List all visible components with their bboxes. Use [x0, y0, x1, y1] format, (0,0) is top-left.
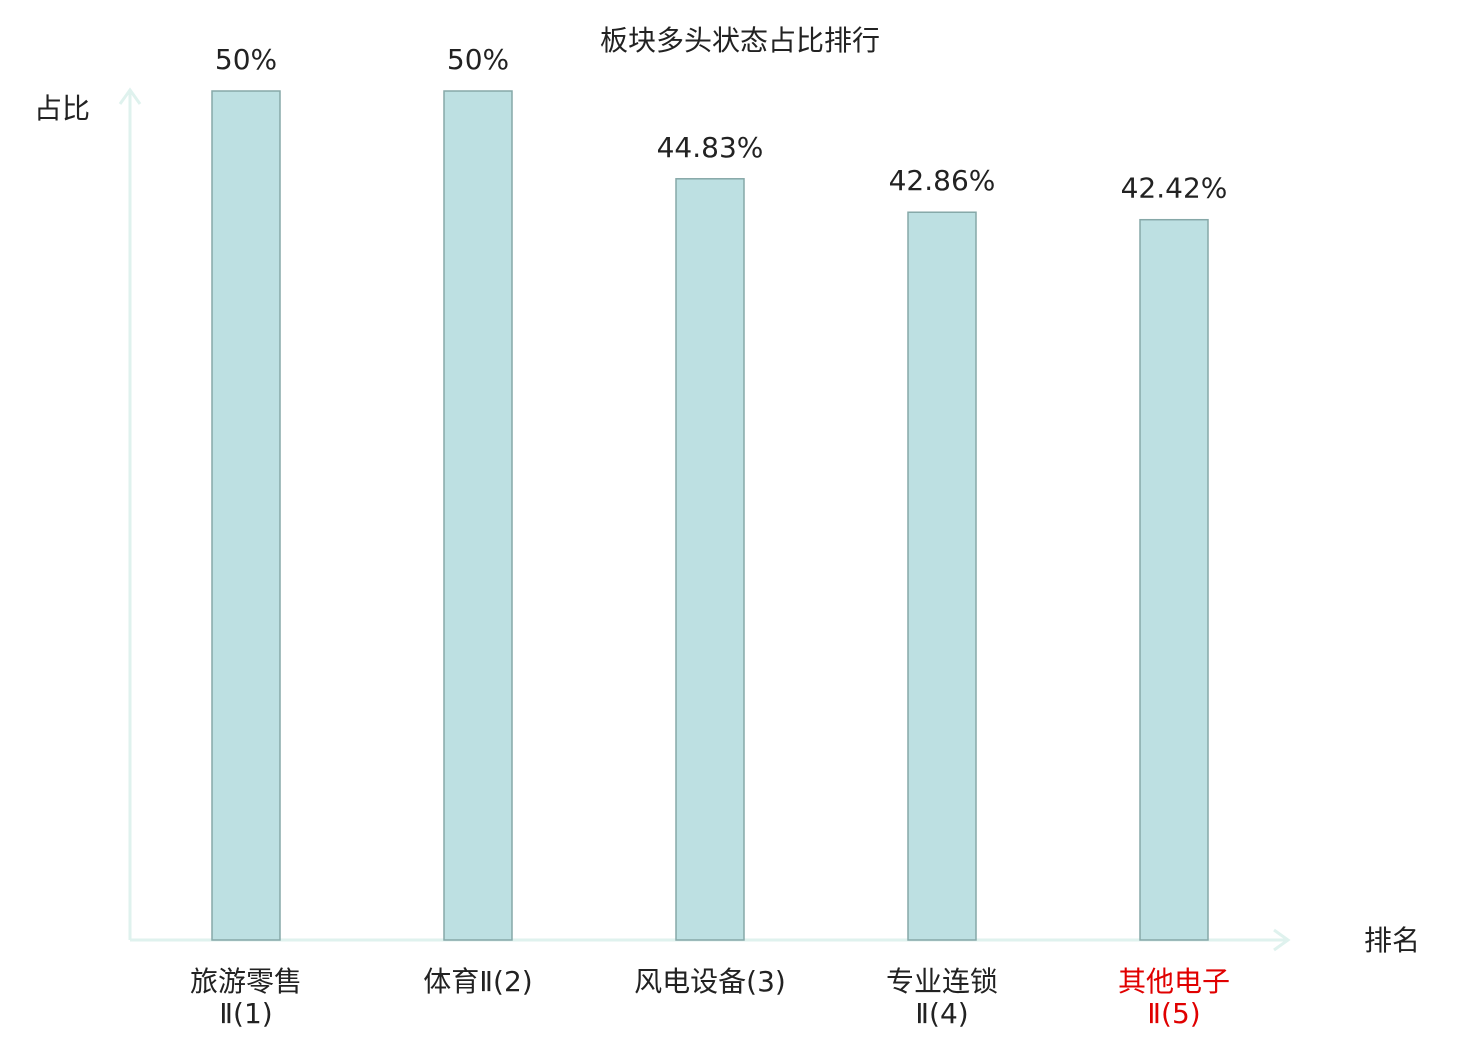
bar: [907, 211, 977, 941]
bar: [211, 90, 281, 941]
bar: [1139, 218, 1209, 941]
bar: [443, 90, 513, 941]
value-label: 44.83%: [657, 131, 764, 164]
x-axis-label: 排名: [1364, 924, 1420, 957]
bar: [675, 178, 745, 941]
x-tick-label: 专业连锁Ⅱ(4): [885, 965, 998, 1030]
value-label: 50%: [447, 43, 509, 76]
x-tick-label: 体育Ⅱ(2): [423, 965, 533, 998]
y-axis-label: 占比: [34, 92, 90, 125]
value-label: 42.86%: [889, 164, 996, 197]
chart-title: 板块多头状态占比排行: [600, 24, 880, 57]
value-label: 50%: [215, 43, 277, 76]
x-tick-label: 风电设备(3): [634, 965, 786, 998]
x-tick-label: 旅游零售Ⅱ(1): [189, 965, 302, 1030]
value-label: 42.42%: [1121, 172, 1228, 205]
x-tick-label: 其他电子Ⅱ(5): [1117, 965, 1230, 1030]
